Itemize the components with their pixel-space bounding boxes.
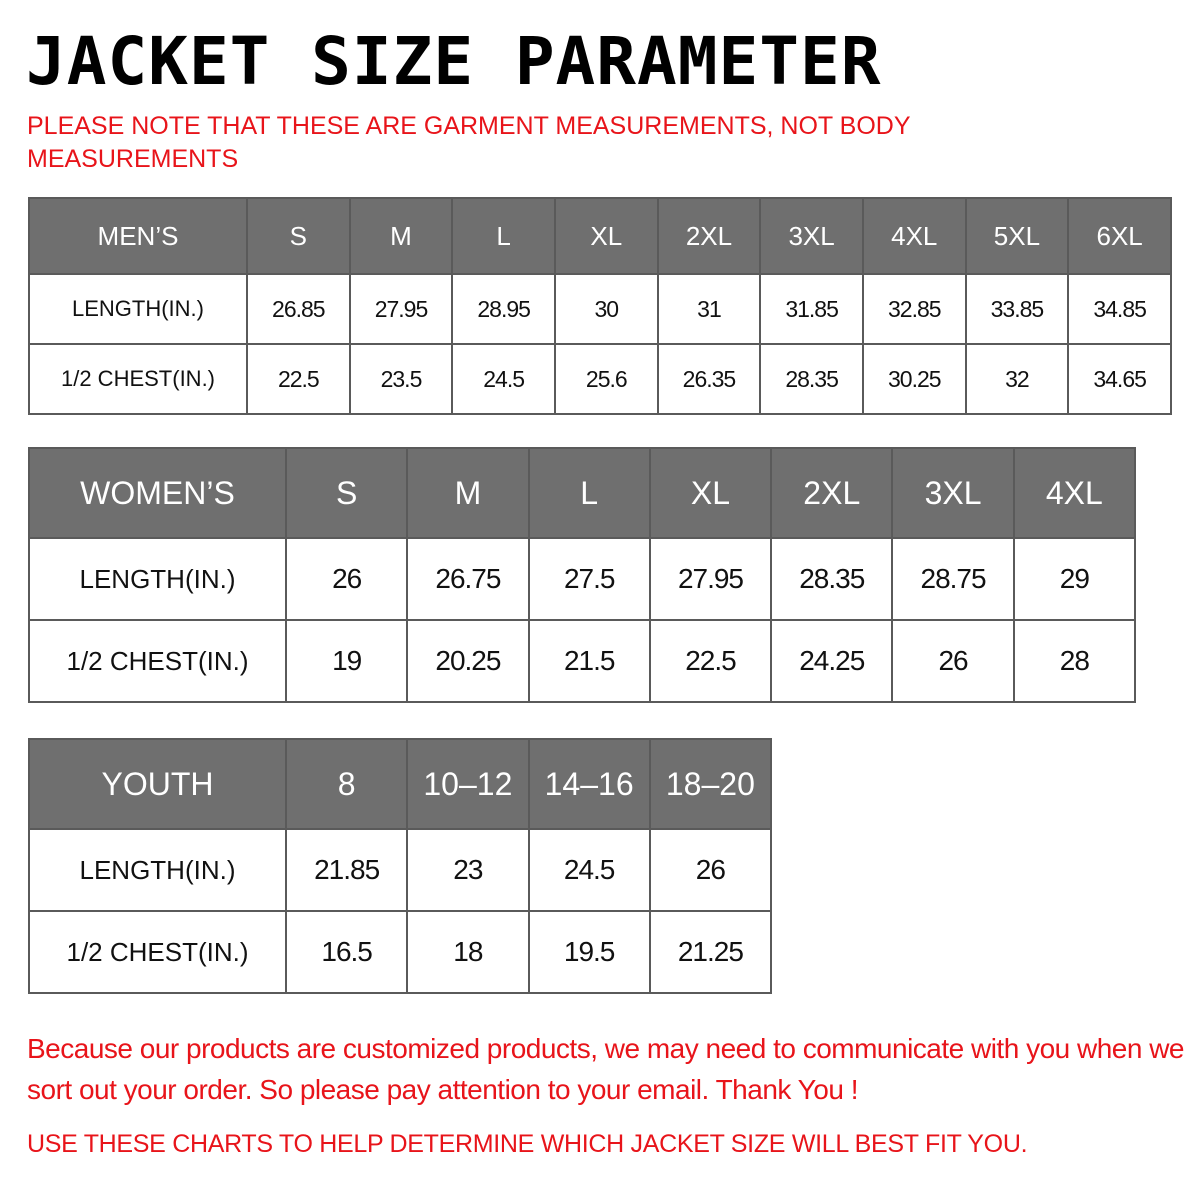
- table-row: 1/2 CHEST(IN.) 19 20.25 21.5 22.5 24.25 26 28: [28, 619, 1137, 703]
- table-row: LENGTH(IN.) 26.85 27.95 28.95 30 31 31.85 32.85…: [28, 273, 1172, 345]
- size-header: XL: [648, 447, 773, 539]
- measurement-cell: 26: [891, 619, 1015, 703]
- measurement-cell: 28: [1012, 619, 1137, 703]
- size-header: 4XL: [861, 197, 967, 275]
- table-row: LENGTH(IN.) 26 26.75 27.5 27.95 28.35 28.75 29: [28, 537, 1137, 621]
- measurement-cell: 23: [406, 828, 530, 912]
- measurement-cell: 26.75: [406, 537, 530, 621]
- measurement-cell: 22.5: [246, 343, 351, 415]
- mens-size-table: MEN’S S M L XL 2XL 3XL 4XL 5XL 6XL LENGTH(IN.) 26.8…: [28, 197, 1172, 415]
- measurement-cell: 28.95: [451, 273, 556, 345]
- size-header: 18–20: [648, 738, 773, 830]
- measurement-cell: 20.25: [406, 619, 530, 703]
- measurement-cell: 26: [284, 537, 409, 621]
- measurement-cell: 32: [964, 343, 1070, 415]
- measurement-cell: 26: [648, 828, 773, 912]
- measurement-cell: 27.95: [648, 537, 773, 621]
- table-row: 1/2 CHEST(IN.) 22.5 23.5 24.5 25.6 26.35 28.35…: [28, 343, 1172, 415]
- row-label: 1/2 CHEST(IN.): [28, 910, 287, 994]
- table-row: 1/2 CHEST(IN.) 16.5 18 19.5 21.25: [28, 910, 773, 994]
- measurement-cell: 19.5: [527, 910, 651, 994]
- measurement-cell: 25.6: [553, 343, 659, 415]
- measurement-cell: 32.85: [861, 273, 967, 345]
- size-header: 8: [284, 738, 409, 830]
- measurement-cell: 31.85: [759, 273, 864, 345]
- header-row: WOMEN’S S M L XL 2XL 3XL 4XL: [28, 447, 1137, 539]
- measurement-cell: 21.5: [527, 619, 651, 703]
- size-header: M: [406, 447, 530, 539]
- customization-message: Because our products are customized prod…: [27, 1033, 1185, 1105]
- size-header: S: [246, 197, 351, 275]
- measurement-cell: 24.5: [527, 828, 651, 912]
- measurement-note: PLEASE NOTE THAT THESE ARE GARMENT MEASU…: [27, 112, 911, 173]
- category-header: WOMEN’S: [28, 447, 287, 539]
- row-label: 1/2 CHEST(IN.): [28, 619, 287, 703]
- womens-size-table: WOMEN’S S M L XL 2XL 3XL 4XL LENGTH(IN.) 26 26.75 2…: [28, 447, 1137, 703]
- size-header: M: [348, 197, 454, 275]
- measurement-cell: 29: [1012, 537, 1137, 621]
- measurement-cell: 18: [406, 910, 530, 994]
- size-header: L: [527, 447, 651, 539]
- measurement-cell: 16.5: [284, 910, 409, 994]
- measurement-cell: 28.35: [770, 537, 894, 621]
- measurement-cell: 19: [284, 619, 409, 703]
- size-header: 14–16: [527, 738, 651, 830]
- size-header: 6XL: [1067, 197, 1172, 275]
- header-row: YOUTH 8 10–12 14–16 18–20: [28, 738, 773, 830]
- measurement-cell: 23.5: [348, 343, 454, 415]
- measurement-cell: 24.25: [770, 619, 894, 703]
- measurement-cell: 24.5: [451, 343, 556, 415]
- row-label: LENGTH(IN.): [28, 273, 248, 345]
- measurement-cell: 30: [553, 273, 659, 345]
- measurement-cell: 21.25: [648, 910, 773, 994]
- size-header: 2XL: [656, 197, 762, 275]
- size-header: 3XL: [759, 197, 864, 275]
- row-label: LENGTH(IN.): [28, 828, 287, 912]
- measurement-cell: 21.85: [284, 828, 409, 912]
- measurement-cell: 31: [656, 273, 762, 345]
- size-instruction: USE THESE CHARTS TO HELP DETERMINE WHICH…: [27, 1130, 1028, 1158]
- measurement-cell: 27.95: [348, 273, 454, 345]
- size-header: 3XL: [891, 447, 1015, 539]
- size-header: 10–12: [406, 738, 530, 830]
- table-row: LENGTH(IN.) 21.85 23 24.5 26: [28, 828, 773, 912]
- measurement-cell: 26.35: [656, 343, 762, 415]
- measurement-cell: 26.85: [246, 273, 351, 345]
- header-row: MEN’S S M L XL 2XL 3XL 4XL 5XL 6XL: [28, 197, 1172, 275]
- measurement-cell: 34.85: [1067, 273, 1172, 345]
- page-title: JACKET SIZE PARAMETER: [26, 23, 882, 100]
- size-header: S: [284, 447, 409, 539]
- category-header: YOUTH: [28, 738, 287, 830]
- row-label: 1/2 CHEST(IN.): [28, 343, 248, 415]
- row-label: LENGTH(IN.): [28, 537, 287, 621]
- measurement-cell: 28.75: [891, 537, 1015, 621]
- measurement-cell: 28.35: [759, 343, 864, 415]
- measurement-cell: 22.5: [648, 619, 773, 703]
- size-header: XL: [553, 197, 659, 275]
- size-header: 5XL: [964, 197, 1070, 275]
- size-header: 2XL: [770, 447, 894, 539]
- size-header: L: [451, 197, 556, 275]
- measurement-cell: 34.65: [1067, 343, 1172, 415]
- measurement-cell: 33.85: [964, 273, 1070, 345]
- measurement-cell: 27.5: [527, 537, 651, 621]
- category-header: MEN’S: [28, 197, 248, 275]
- size-header: 4XL: [1012, 447, 1137, 539]
- measurement-cell: 30.25: [861, 343, 967, 415]
- youth-size-table: YOUTH 8 10–12 14–16 18–20 LENGTH(IN.) 21.85 23 2…: [28, 738, 773, 994]
